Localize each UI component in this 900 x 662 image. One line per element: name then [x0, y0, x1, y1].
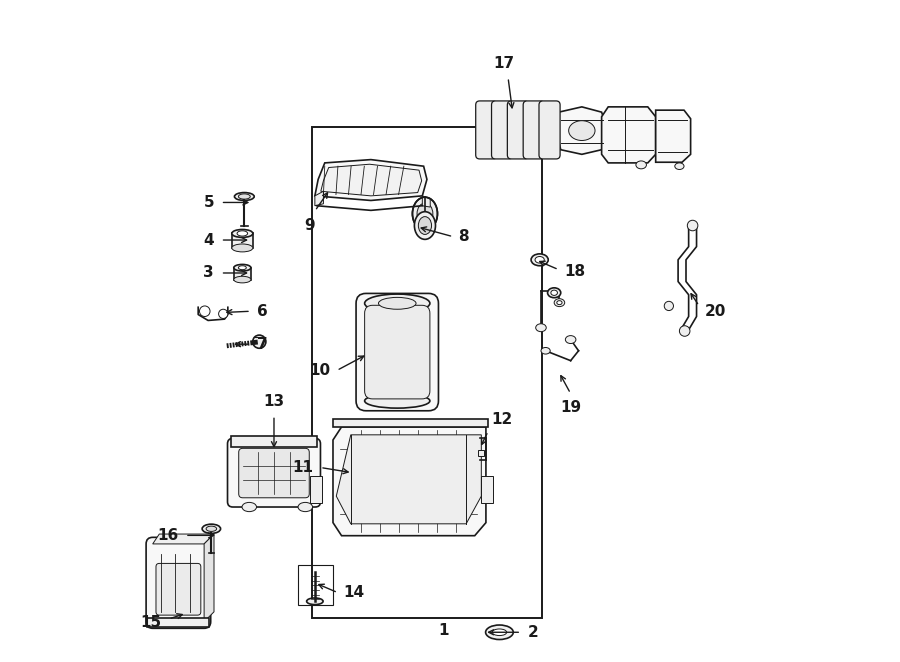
Circle shape — [253, 335, 266, 348]
Ellipse shape — [234, 276, 251, 283]
Polygon shape — [148, 618, 210, 627]
Ellipse shape — [234, 264, 251, 271]
Ellipse shape — [234, 193, 254, 201]
Ellipse shape — [232, 244, 253, 252]
Polygon shape — [656, 110, 690, 162]
Ellipse shape — [412, 197, 437, 230]
Polygon shape — [153, 534, 214, 544]
Ellipse shape — [298, 502, 312, 512]
Ellipse shape — [206, 526, 217, 532]
Polygon shape — [333, 427, 486, 536]
Ellipse shape — [547, 288, 561, 298]
Ellipse shape — [237, 231, 248, 236]
Ellipse shape — [486, 625, 513, 639]
Text: 5: 5 — [203, 195, 214, 210]
Ellipse shape — [565, 336, 576, 344]
Polygon shape — [320, 164, 422, 196]
FancyBboxPatch shape — [491, 101, 513, 159]
Polygon shape — [555, 107, 607, 154]
FancyBboxPatch shape — [364, 305, 430, 399]
Text: 8: 8 — [459, 229, 469, 244]
Circle shape — [219, 309, 228, 318]
Text: 3: 3 — [203, 265, 214, 281]
Bar — [230, 436, 317, 447]
Ellipse shape — [554, 299, 564, 307]
Text: 16: 16 — [158, 528, 178, 543]
FancyBboxPatch shape — [476, 101, 497, 159]
Text: 17: 17 — [493, 56, 515, 71]
Text: 1: 1 — [438, 624, 449, 638]
Ellipse shape — [414, 212, 436, 240]
Ellipse shape — [232, 230, 253, 238]
Circle shape — [200, 306, 210, 316]
Ellipse shape — [417, 203, 433, 224]
Ellipse shape — [531, 254, 548, 265]
Text: 11: 11 — [292, 460, 313, 475]
Ellipse shape — [238, 265, 247, 269]
Polygon shape — [482, 476, 493, 503]
Ellipse shape — [492, 629, 507, 636]
Ellipse shape — [418, 216, 431, 234]
Text: 18: 18 — [564, 264, 585, 279]
Bar — [333, 419, 488, 427]
Text: 9: 9 — [304, 218, 315, 232]
FancyBboxPatch shape — [523, 101, 544, 159]
Polygon shape — [601, 107, 656, 163]
Text: 15: 15 — [140, 615, 162, 630]
Ellipse shape — [379, 297, 416, 309]
FancyBboxPatch shape — [146, 538, 211, 628]
FancyBboxPatch shape — [539, 101, 560, 159]
Ellipse shape — [536, 324, 546, 332]
Ellipse shape — [569, 120, 595, 140]
Text: 20: 20 — [705, 304, 726, 318]
Polygon shape — [422, 196, 430, 207]
FancyBboxPatch shape — [508, 101, 528, 159]
Bar — [232, 234, 253, 248]
Ellipse shape — [242, 502, 256, 512]
Circle shape — [664, 301, 673, 310]
Text: 14: 14 — [343, 585, 364, 600]
Polygon shape — [315, 160, 427, 201]
Ellipse shape — [541, 348, 550, 354]
Bar — [299, 565, 333, 604]
Ellipse shape — [675, 163, 684, 169]
Ellipse shape — [636, 161, 646, 169]
FancyBboxPatch shape — [238, 448, 310, 498]
FancyBboxPatch shape — [228, 438, 320, 507]
Ellipse shape — [364, 394, 430, 408]
Text: 4: 4 — [203, 232, 214, 248]
Ellipse shape — [202, 524, 220, 534]
Text: 19: 19 — [560, 401, 581, 415]
FancyBboxPatch shape — [356, 293, 438, 410]
Ellipse shape — [557, 301, 562, 305]
Ellipse shape — [535, 256, 544, 263]
Text: 7: 7 — [256, 337, 267, 352]
Ellipse shape — [551, 290, 557, 295]
Polygon shape — [310, 476, 322, 503]
Ellipse shape — [307, 598, 323, 604]
Text: 12: 12 — [491, 412, 512, 426]
Bar — [478, 450, 484, 455]
Text: 6: 6 — [256, 304, 267, 318]
Polygon shape — [204, 534, 214, 622]
Circle shape — [680, 326, 690, 336]
Bar — [234, 267, 251, 279]
Text: 13: 13 — [264, 394, 284, 409]
Text: 10: 10 — [309, 363, 330, 378]
Circle shape — [688, 220, 698, 231]
Ellipse shape — [364, 294, 430, 312]
Bar — [311, 126, 543, 618]
Polygon shape — [337, 435, 482, 524]
Ellipse shape — [238, 194, 250, 199]
Text: 2: 2 — [527, 625, 538, 639]
FancyBboxPatch shape — [156, 563, 201, 615]
Polygon shape — [315, 191, 323, 206]
